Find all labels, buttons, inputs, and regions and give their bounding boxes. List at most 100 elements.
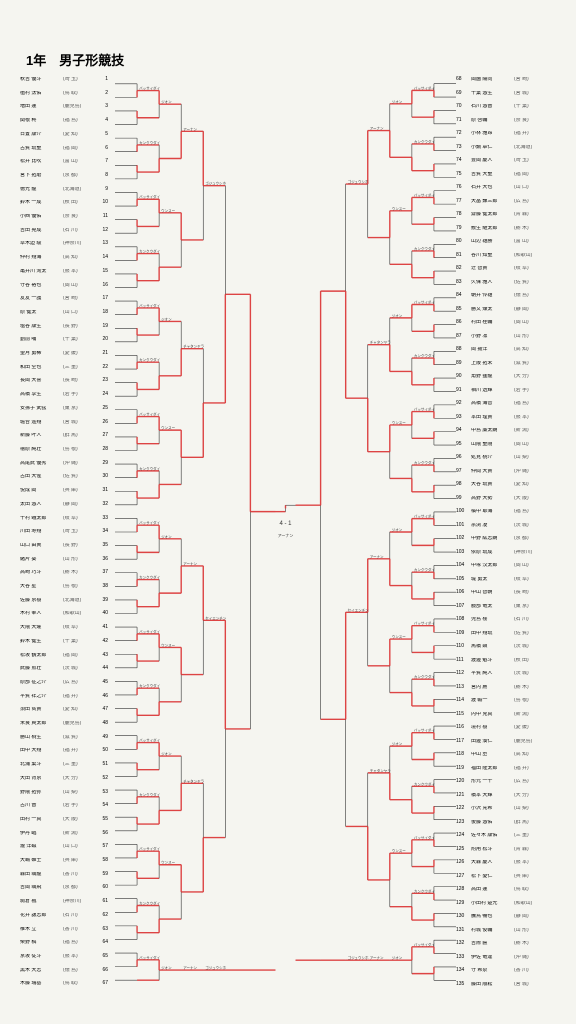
entrant-row: 130騰鳥 暢也(静 岡) [456, 914, 556, 919]
svg-text:カンクウダイ: カンクウダイ [139, 901, 160, 906]
entrant-row: 110馬橋 顕(茨 城) [456, 644, 556, 649]
entrant-row: 94中島 廉太朗(新 潟) [456, 428, 556, 433]
entrant-row: 104中塚 汉太郎(岡 山) [456, 563, 556, 568]
entrant-row: 99高野 大勢(大 阪) [456, 496, 556, 501]
svg-text:ウンスー: ウンスー [161, 642, 175, 647]
svg-text:ウンスー: ウンスー [392, 420, 406, 425]
entrant-row: 植村 汰佑(鳥 取)2 [20, 91, 115, 96]
svg-text:カンクウダイ: カンクウダイ [414, 567, 435, 572]
entrant-row: 米良 爽太郎(鹿児島)48 [20, 721, 115, 726]
svg-text:カンクウダイ: カンクウダイ [139, 357, 160, 362]
entrant-row: 101宗渕 凌(茨 城) [456, 523, 556, 528]
svg-text:バッサイダイ: バッサイダイ [139, 846, 160, 851]
entrant-row: 大隈 大燿(岐 阜)41 [20, 625, 115, 630]
entrant-row: 武藤 煎壮(茨 城)44 [20, 666, 115, 671]
entrant-row: 126大森 慶人(熊 本) [456, 860, 556, 865]
entrant-row: 堀合 遥翔(宮 城)26 [20, 420, 115, 425]
entrant-row: 野隈 拓弥(山 梨)53 [20, 790, 115, 795]
entrant-row: 緒片 葵(山 形)36 [20, 557, 115, 562]
entrant-row: 大田 背京(大 分)52 [20, 776, 115, 781]
entrant-row: 97仲間 大貴(沖 縄) [456, 469, 556, 474]
svg-text:セイエンチン: セイエンチン [205, 615, 226, 620]
svg-text:ゴジュウシホ: ゴジュウシホ [348, 955, 369, 960]
entrant-row: 山口 由眞(長 野)35 [20, 543, 115, 548]
svg-text:ジオン: ジオン [392, 313, 403, 318]
svg-text:ゴジュウシホ: ゴジュウシホ [348, 179, 369, 184]
page-title: 1年 男子形競技 [26, 50, 556, 69]
entrant-row: 森田 颯龍(香 川)59 [20, 872, 115, 877]
entrant-row: 87小野 凛(山 形) [456, 334, 556, 339]
svg-text:ウンスー: ウンスー [161, 860, 175, 865]
entrant-row: 原 健太(山 口)18 [20, 310, 115, 315]
entrant-row: 103依原 琉成(神奈川) [456, 550, 556, 555]
entrant-row: 132吉際 匾(栃 木) [456, 941, 556, 946]
entrant-row: 68岡園 陽向(宮 崎) [456, 77, 556, 82]
entrant-row: 柴野 稿(福 島)64 [20, 940, 115, 945]
entrant-row: 72小林 雅昂(福 井) [456, 131, 556, 136]
svg-text:バッサイダイ: バッサイダイ [414, 835, 435, 840]
entrant-row: 瀧 洋磁(山 口)57 [20, 844, 115, 849]
right-entrants-column: 68岡園 陽向(宮 崎)69千葉 悠生(宮 城)70石川 悠晋(千 葉)71原 … [456, 77, 556, 987]
entrant-row: 81谷川 知聖(和歌山) [456, 253, 556, 258]
svg-text:カンクウダイ: カンクウダイ [414, 353, 435, 358]
entrant-row: 69千葉 悠生(宮 城) [456, 91, 556, 96]
entrant-row: 105堤 勇太(岐 阜) [456, 577, 556, 582]
entrant-row: 高橋 享生(岩 手)24 [20, 392, 115, 397]
entrant-row: 119福田 隆太郎(福 井) [456, 766, 556, 771]
entrant-row: 黒木 大志(徳 島)66 [20, 968, 115, 973]
svg-text:カンクウダイ: カンクウダイ [139, 466, 160, 471]
entrant-row: 95山隈 聖剛(岡 山) [456, 442, 556, 447]
entrant-row: 椎木 立(香 川)63 [20, 927, 115, 932]
svg-text:ジオン: ジオン [392, 955, 403, 960]
entrant-row: 78齋藤 健太郎(青 森) [456, 212, 556, 217]
entrant-row: 佐藤 京樹(北海道)39 [20, 598, 115, 603]
svg-text:カンクウダイ: カンクウダイ [139, 792, 160, 797]
entrant-row: 高尾武 優秀(沖 縄)29 [20, 461, 115, 466]
entrant-row: 亀井川 洵太(熊 本)15 [20, 269, 115, 274]
entrant-row: 127松下 憂仁(兵 庫) [456, 874, 556, 879]
entrant-row: 川田 寿翔(埼 玉)34 [20, 529, 115, 534]
entrant-row: 112平賀 純人(茨 城) [456, 671, 556, 676]
svg-text:ウンスー: ウンスー [161, 425, 175, 430]
entrant-row: 安孫子 武弦(東 京)25 [20, 406, 115, 411]
entrant-row: 望月 勇稀(愛 媛)21 [20, 351, 115, 356]
entrant-row: 原部 征之介(広 島)45 [20, 680, 115, 685]
entrant-row: 102中野 紘志朗(京 都) [456, 536, 556, 541]
entrant-row: 108児島 楼(石 川) [456, 617, 556, 622]
entrant-row: 106中山 智朝(長 崎) [456, 590, 556, 595]
entrant-row: 84朝井 怜雄(徳 島) [456, 293, 556, 298]
entrant-row: 75吉賀 大聖(福 岡) [456, 172, 556, 177]
entrant-row: 吉田 晃成(石 川)12 [20, 228, 115, 233]
entrant-row: 鈴木 一成(秋 田)10 [20, 200, 115, 205]
svg-text:ウンスー: ウンスー [161, 208, 175, 213]
entrant-row: 勝山 桐生(滋 賀)49 [20, 735, 115, 740]
svg-text:チャタンヤラ: チャタンヤラ [183, 778, 204, 783]
entrant-row: 80山辺 雄勝(富 山) [456, 239, 556, 244]
svg-text:カンクウダイ: カンクウダイ [414, 781, 435, 786]
svg-text:ジオン: ジオン [161, 99, 172, 104]
entrant-row: 日置 康介(愛 知)5 [20, 132, 115, 137]
entrant-row: 135藤田 順耘(宮 城) [456, 982, 556, 987]
entrant-row: 京坂 従斗(熊 本)65 [20, 954, 115, 959]
entrant-row: 田中 大翔(福 井)50 [20, 748, 115, 753]
entrant-row: 太田 悠人(静 岡)32 [20, 502, 115, 507]
svg-text:セイエンチン: セイエンチン [348, 607, 369, 612]
entrant-row: 吉岡 颯飛(京 都)60 [20, 885, 115, 890]
svg-text:バッサイダイ: バッサイダイ [139, 86, 160, 91]
entrant-row: 118中山 丞(高 知) [456, 752, 556, 757]
entrant-row: 96処見 桃介(山 梨) [456, 455, 556, 460]
svg-text:バッサイダイ: バッサイダイ [139, 412, 160, 417]
left-entrants-column: 秋吉 優斗(埼 玉)1植村 汰佑(鳥 取)2増田 蓮(鹿児島)3関根 柊(福 島… [20, 77, 115, 987]
entrant-row: 古賀 琉聖(福 岡)6 [20, 146, 115, 151]
svg-text:バッサイダイ: バッサイダイ [414, 300, 435, 305]
svg-text:ジオン: ジオン [161, 965, 172, 970]
entrant-row: 鈴木 健生(千 葉)42 [20, 639, 115, 644]
entrant-row: 107服部 竜太(東 京) [456, 604, 556, 609]
svg-text:ジオン: ジオン [392, 527, 403, 532]
svg-text:カンクウダイ: カンクウダイ [414, 246, 435, 251]
svg-text:バッサイダイ: バッサイダイ [139, 955, 160, 960]
svg-text:バッサイダイ: バッサイダイ [414, 728, 435, 733]
svg-text:カンクウダイ: カンクウダイ [414, 888, 435, 893]
entrant-row: 93本田 理貴(熊 本) [456, 415, 556, 420]
entrant-row: 大嶋 碓士(兵 庫)58 [20, 858, 115, 863]
